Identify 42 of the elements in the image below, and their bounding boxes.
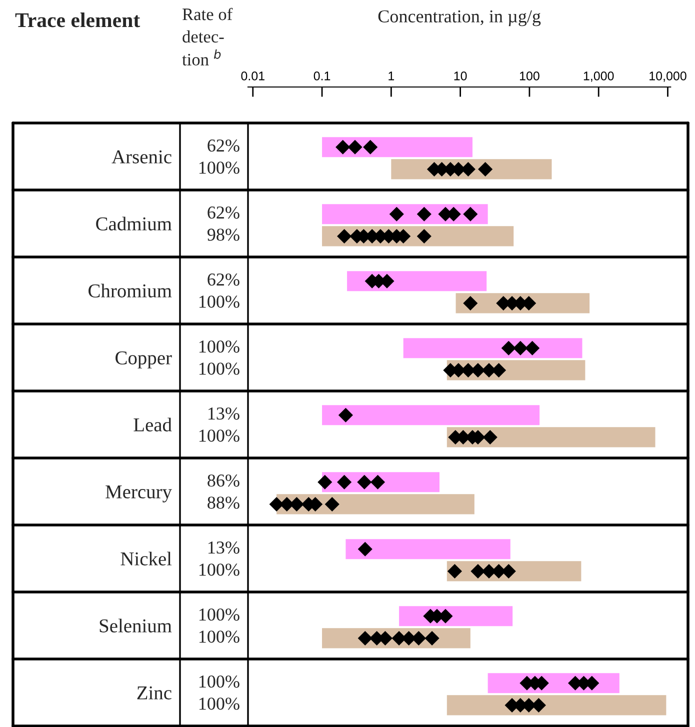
x-axis-title: Concentration, in µg/g <box>378 10 541 26</box>
text: 62% <box>208 206 240 219</box>
text: 98% <box>207 228 240 241</box>
x-tick-label: 10,000 <box>650 72 686 82</box>
y-tick-label: Mercury <box>106 485 172 502</box>
text: 100% <box>199 564 240 576</box>
x-tick-label: 10 <box>454 72 467 80</box>
x-tick-label: 100 <box>520 72 540 80</box>
text: 100% <box>199 430 240 442</box>
y-tick-label: Zinc <box>137 686 172 700</box>
bar <box>346 539 510 560</box>
y-tick-label: Selenium <box>100 618 172 632</box>
text: Rate of detec- tion $^{b}$ <box>182 8 233 66</box>
text: 62% <box>208 273 240 286</box>
text: 13% <box>208 407 240 420</box>
bar <box>322 405 540 426</box>
text: 13% <box>208 541 240 554</box>
bar <box>403 338 582 358</box>
x-tick-label: 1 <box>388 72 394 80</box>
y-tick-label: Lead <box>134 418 172 432</box>
text: 100% <box>199 340 240 353</box>
y-tick-label: Cadmium <box>96 216 172 230</box>
bar <box>446 695 666 716</box>
text: 100% <box>199 630 240 643</box>
text: 62% <box>208 139 240 152</box>
text: 100% <box>199 698 240 710</box>
text: 86% <box>208 474 240 487</box>
text: 88% <box>208 496 240 509</box>
y-tick-label: Copper <box>116 351 172 368</box>
text: 100% <box>199 162 240 174</box>
x-tick-label: 0.1 <box>314 72 330 80</box>
text: Trace element <box>15 12 140 28</box>
y-tick-label: Chromium <box>88 284 172 298</box>
y-tick-label: Arsenic <box>112 150 172 164</box>
bar <box>347 271 487 292</box>
text: 100% <box>199 608 240 621</box>
text: 100% <box>199 675 240 688</box>
text: 100% <box>199 362 240 375</box>
x-tick-label: 0.01 <box>241 72 264 80</box>
text: 100% <box>199 296 240 308</box>
y-tick-label: Nickel <box>120 552 172 566</box>
x-tick-label: 1,000 <box>584 72 614 82</box>
